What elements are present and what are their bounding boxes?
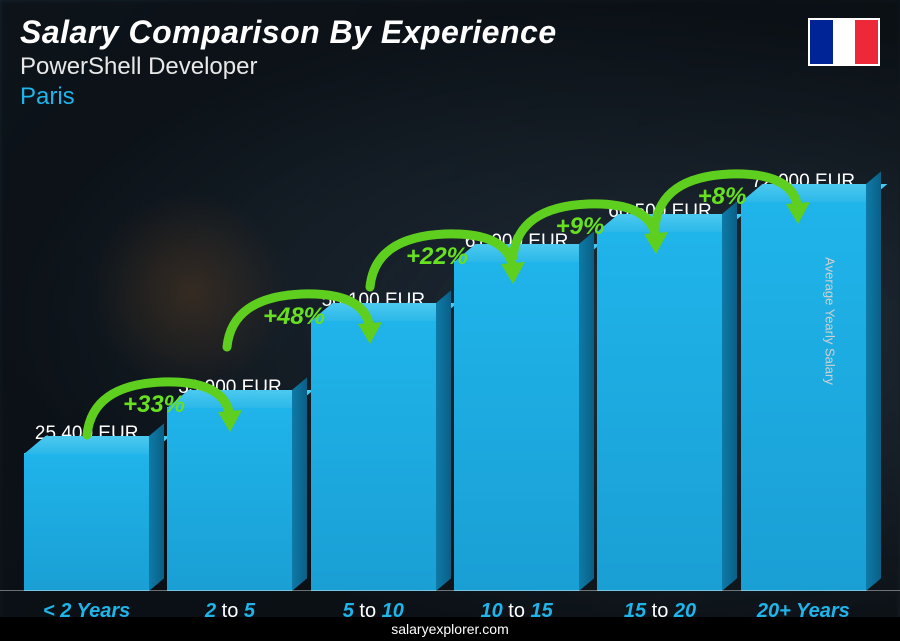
header: Salary Comparison By Experience PowerShe… [20,14,557,111]
chart-subtitle: PowerShell Developer [20,53,557,81]
svg-text:+8%: +8% [698,183,747,210]
growth-arrow: +8% [640,162,820,242]
yaxis-label: Average Yearly Salary [823,257,838,385]
bar [741,201,866,591]
svg-text:+22%: +22% [406,243,468,270]
chart-baseline [0,590,900,591]
svg-text:+48%: +48% [263,303,325,330]
growth-arrow: +33% [72,370,252,450]
chart-title: Salary Comparison By Experience [20,14,557,51]
bar [454,261,579,591]
svg-text:+9%: +9% [556,213,605,240]
flag-stripe-white [833,20,856,64]
bar-chart: 25,400 EUR33,900 EUR50,100 EUR61,000 EUR… [20,51,870,591]
svg-text:+33%: +33% [123,391,185,418]
footer-attribution: salaryexplorer.com [0,617,900,641]
flag-stripe-blue [810,20,833,64]
bar [24,453,149,591]
chart-location: Paris [20,83,557,111]
bar [597,231,722,591]
flag-stripe-red [855,20,878,64]
country-flag-icon [808,18,880,66]
